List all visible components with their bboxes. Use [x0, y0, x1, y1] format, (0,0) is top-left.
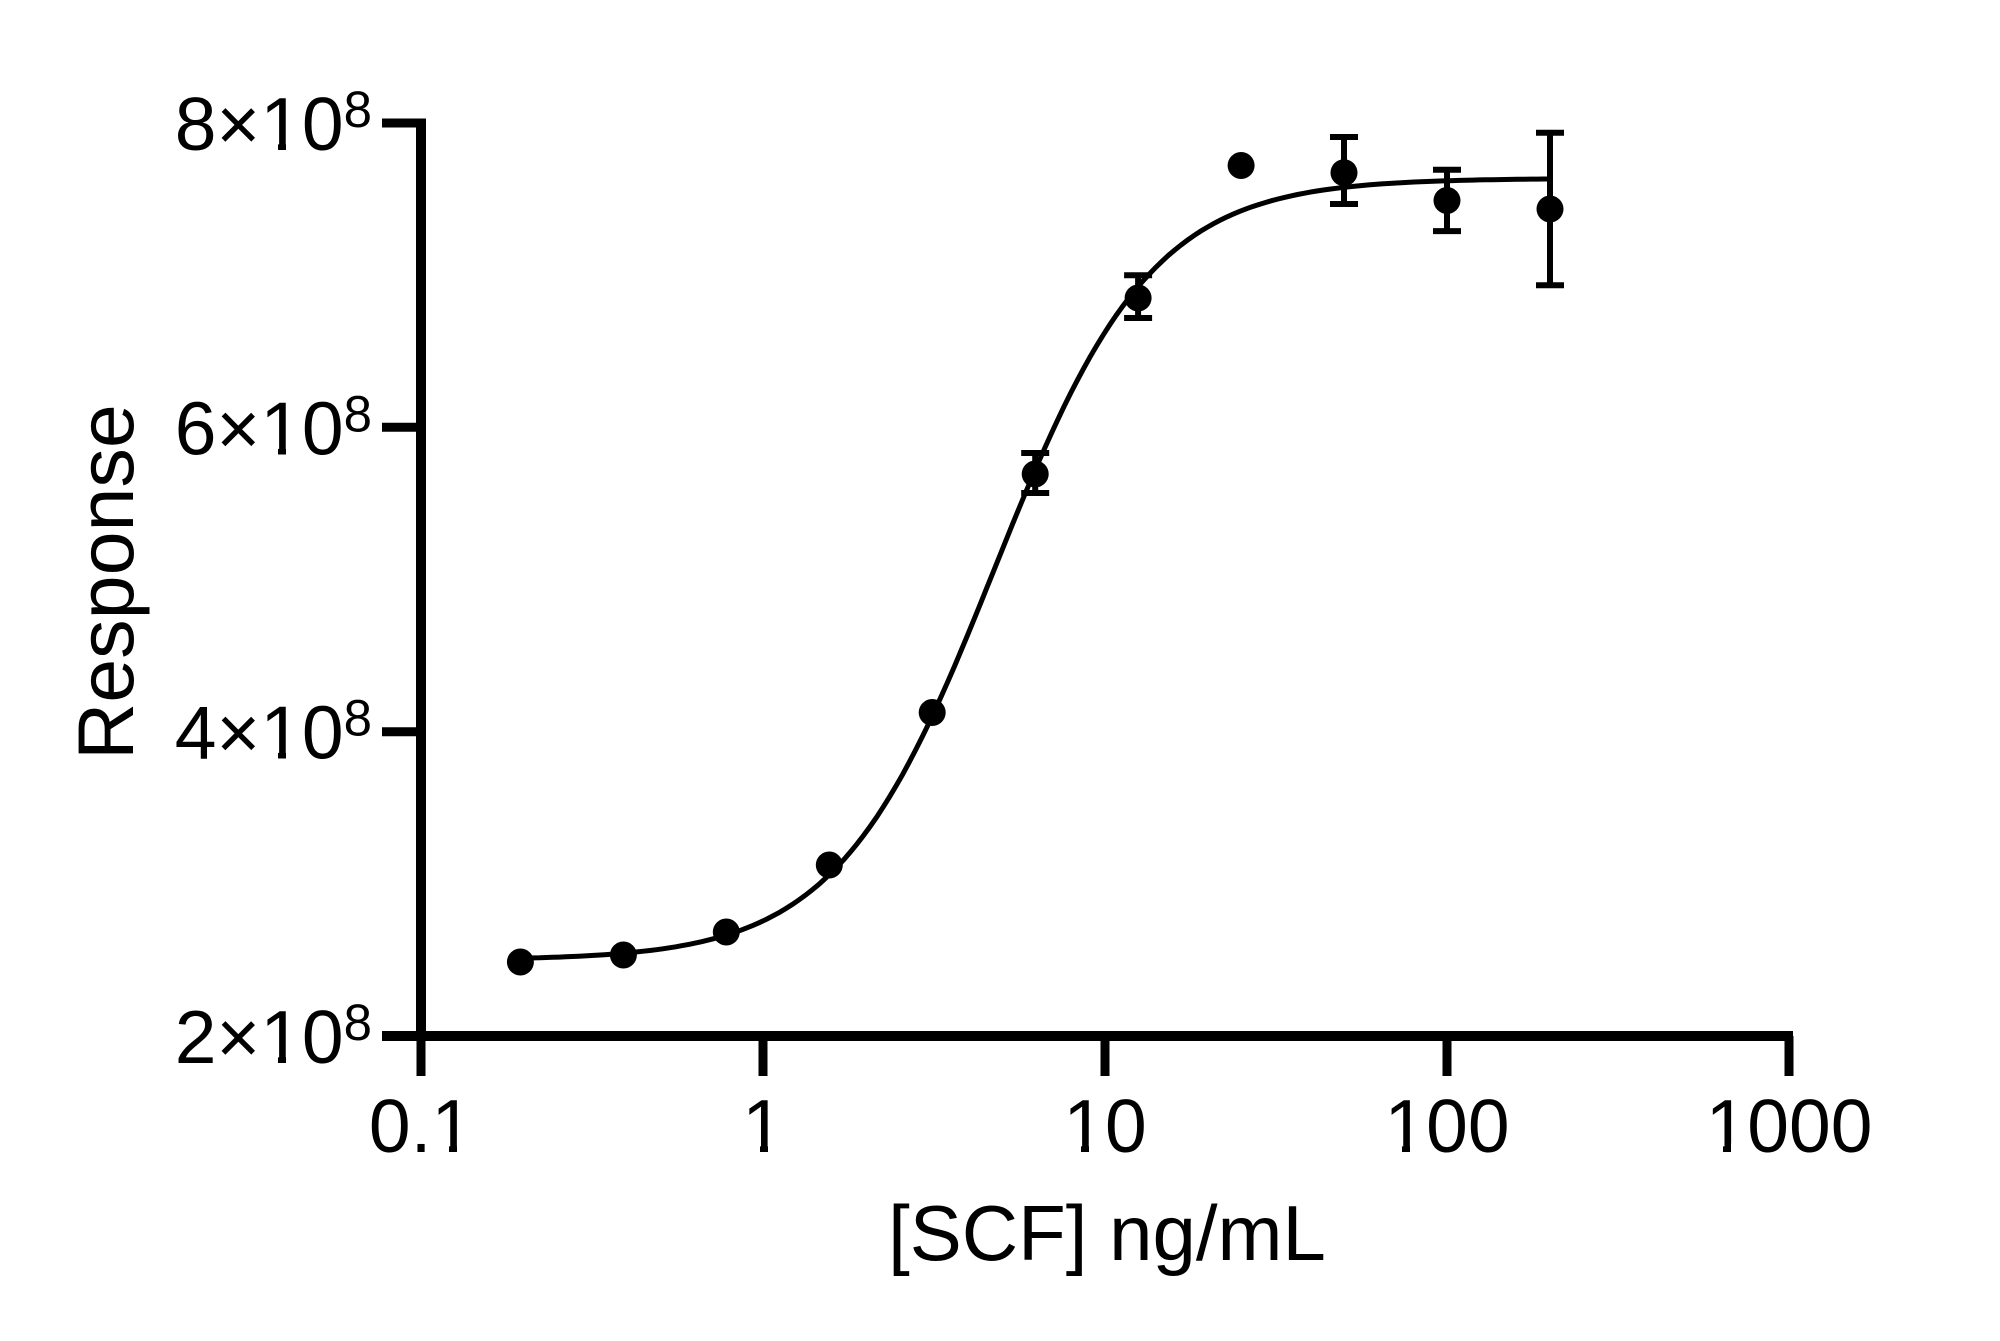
svg-text:1000: 1000	[1706, 1084, 1873, 1168]
svg-text:1: 1	[742, 1084, 784, 1168]
svg-text:6×108: 6×108	[175, 385, 372, 470]
svg-text:2×108: 2×108	[175, 994, 372, 1079]
svg-text:0.1: 0.1	[369, 1084, 473, 1168]
svg-text:Response: Response	[61, 404, 150, 760]
svg-text:[SCF] ng/mL: [SCF] ng/mL	[888, 1189, 1326, 1277]
svg-text:8×108: 8×108	[175, 81, 372, 166]
svg-text:100: 100	[1384, 1084, 1509, 1168]
svg-text:4×108: 4×108	[175, 690, 372, 775]
svg-text:10: 10	[1063, 1084, 1146, 1168]
